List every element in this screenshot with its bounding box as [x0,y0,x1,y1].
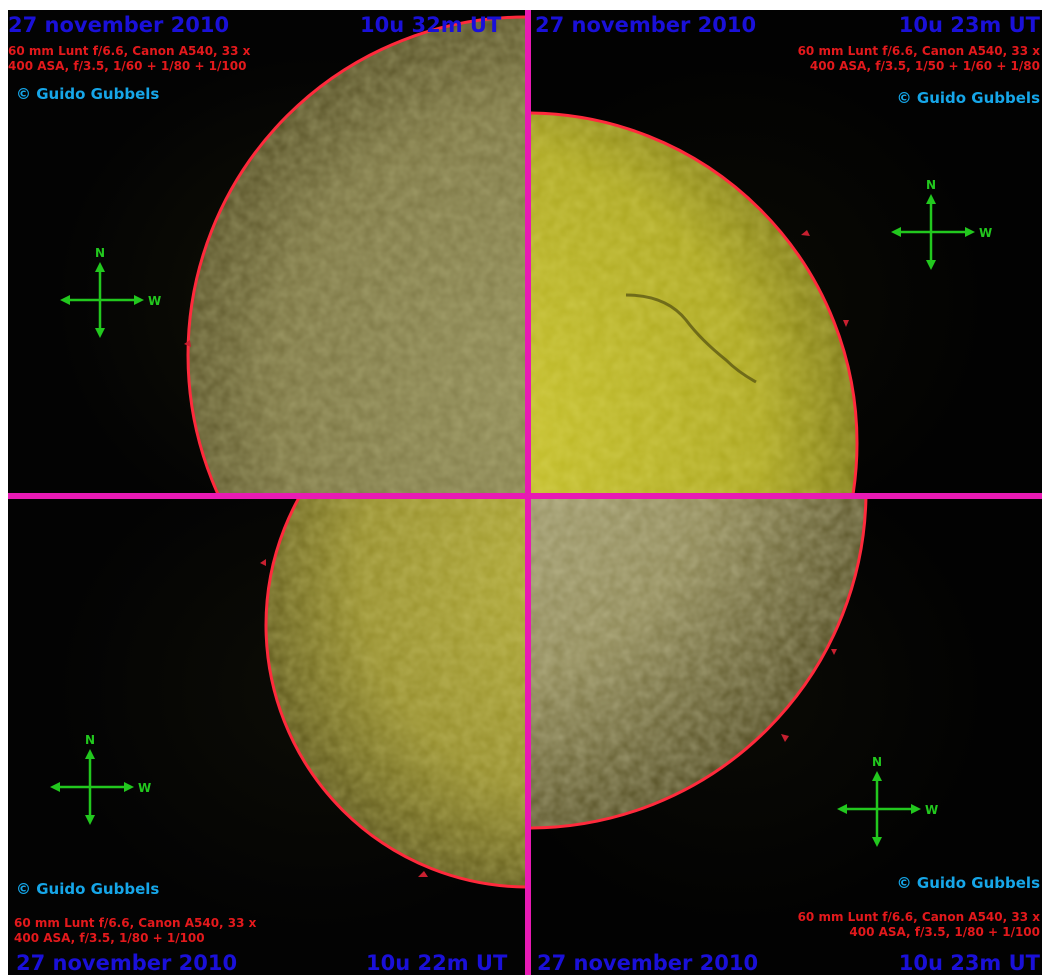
date-label: 27 november 2010 [535,13,757,37]
solar-filament [625,293,757,384]
solar-mosaic: 27 november 2010 10u 32m UT 60 mm Lunt f… [8,10,1042,975]
caption-line-1: 60 mm Lunt f/6.6, Canon A540, 33 x [14,916,257,930]
time-label: 10u 32m UT [360,13,502,37]
time-label: 10u 22m UT [366,951,508,975]
caption-line-2: 400 ASA, f/3.5, 1/80 + 1/100 [849,925,1040,939]
caption-line-2: 400 ASA, f/3.5, 1/60 + 1/80 + 1/100 [8,59,247,73]
sun-granulation [188,17,525,493]
sun-granulation [531,113,857,493]
west-label: W [925,803,938,817]
caption-line-2: 400 ASA, f/3.5, 1/50 + 1/60 + 1/80 [809,59,1040,73]
sun-disc-top-right [531,111,859,493]
time-label: 10u 23m UT [898,13,1040,37]
caption-line-2: 400 ASA, f/3.5, 1/80 + 1/100 [14,931,205,945]
vertical-separator [525,10,531,975]
compass-rose: N W [60,246,161,338]
copyright-label: © Guido Gubbels [16,880,160,898]
date-label: 27 november 2010 [8,13,230,37]
date-label: 27 november 2010 [16,951,238,975]
sun-granulation [531,499,866,828]
panel-bottom-left: © Guido Gubbels 60 mm Lunt f/6.6, Canon … [8,499,525,975]
caption-line-1: 60 mm Lunt f/6.6, Canon A540, 33 x [797,910,1040,924]
panel-bottom-right: © Guido Gubbels 60 mm Lunt f/6.6, Canon … [531,499,1042,975]
date-label: 27 november 2010 [537,951,759,975]
copyright-label: © Guido Gubbels [16,85,160,103]
panel-top-left: 27 november 2010 10u 32m UT 60 mm Lunt f… [8,10,525,493]
compass-rose: N W [50,733,151,825]
sun-disc-bottom-right [531,499,868,830]
horizontal-separator [8,493,1042,499]
copyright-label: © Guido Gubbels [896,89,1040,107]
west-label: W [148,294,161,308]
caption-line-1: 60 mm Lunt f/6.6, Canon A540, 33 x [8,44,251,58]
sun-disc-bottom-left [260,499,525,889]
copyright-label: © Guido Gubbels [896,874,1040,892]
compass-rose: N W [837,755,938,847]
caption-line-1: 60 mm Lunt f/6.6, Canon A540, 33 x [797,44,1040,58]
time-label: 10u 23m UT [898,951,1040,975]
prominence [184,340,191,347]
sun-disc-top-left [184,15,525,493]
north-label: N [926,178,936,192]
sun-granulation [266,499,525,887]
sun-limb [186,15,525,493]
sun-limb [264,499,525,889]
north-label: N [85,733,95,747]
compass-rose: N W [891,178,992,270]
west-label: W [138,781,151,795]
north-label: N [872,755,882,769]
west-label: W [979,226,992,240]
north-label: N [95,246,105,260]
panel-top-right: 27 november 2010 10u 23m UT 60 mm Lunt f… [531,10,1042,493]
sun-limb [531,111,859,493]
